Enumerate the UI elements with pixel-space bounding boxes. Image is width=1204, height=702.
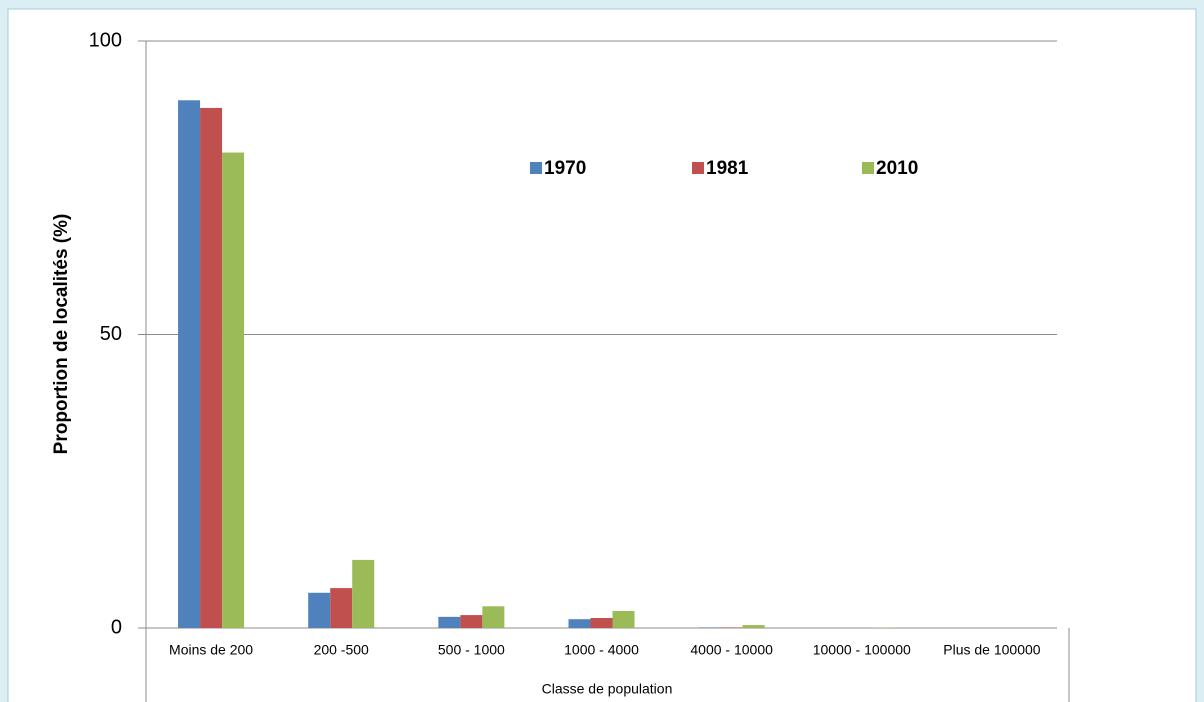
bar	[460, 615, 483, 628]
bar	[330, 588, 353, 628]
x-tick-label: 10000 - 100000	[813, 642, 911, 658]
y-tick-label: 50	[100, 323, 122, 345]
bar	[482, 606, 505, 628]
bar	[438, 616, 461, 628]
bar	[178, 100, 201, 629]
bar	[308, 592, 331, 628]
bar	[720, 627, 743, 628]
bar	[200, 107, 223, 629]
bar	[742, 625, 765, 628]
y-axis-label: Proportion de localités (%)	[51, 214, 72, 455]
x-tick-label: 1000 - 4000	[564, 642, 639, 658]
legend-swatch	[692, 162, 704, 174]
bar	[568, 619, 591, 628]
legend-label: 1970	[544, 158, 586, 179]
bar	[222, 152, 245, 628]
y-tick-label: 0	[111, 616, 122, 638]
x-tick-label: 500 - 1000	[438, 642, 505, 658]
bar	[352, 559, 375, 628]
bar	[698, 627, 721, 628]
x-tick-label: Plus de 100000	[943, 642, 1041, 658]
bar	[612, 610, 635, 628]
x-tick-label: 4000 - 10000	[690, 642, 773, 658]
legend-label: 1981	[706, 158, 749, 179]
bar	[590, 618, 613, 628]
legend-label: 2010	[876, 158, 918, 179]
legend-swatch	[530, 162, 542, 174]
x-tick-label: 200 -500	[314, 642, 369, 658]
x-tick-label: Moins de 200	[169, 642, 253, 658]
x-axis-label: Classe de population	[542, 681, 673, 697]
y-tick-label: 100	[89, 29, 122, 51]
legend-swatch	[862, 162, 874, 174]
